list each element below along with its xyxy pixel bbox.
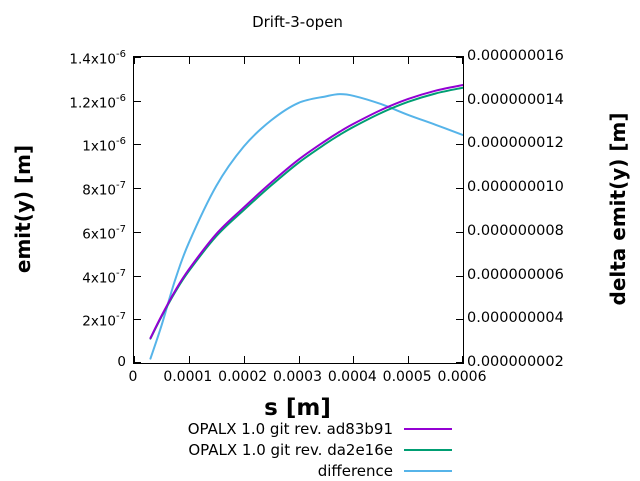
x-tick-label: 0 <box>128 369 138 385</box>
x-tick-label: 0.0006 <box>437 369 487 385</box>
y-right-tick-label: 0.000000016 <box>467 48 564 64</box>
x-tick-mark-top <box>243 57 245 64</box>
x-tick-label: 0.0003 <box>273 369 322 385</box>
x-tick-label: 0.0001 <box>163 369 213 385</box>
x-tick-mark-bottom <box>243 356 245 363</box>
y-right-tick-label: 0.000000008 <box>467 222 564 239</box>
y-tick-mark-left <box>134 57 141 58</box>
x-tick-mark-bottom <box>298 356 300 363</box>
curve-opalx-1-0-git-rev-ad83b91 <box>149 83 463 340</box>
plot-area <box>133 56 464 364</box>
y-tick-mark-left <box>134 319 141 321</box>
y-tick-mark-right <box>456 188 463 190</box>
y-left-tick-label: 1x10-6 <box>82 136 126 155</box>
y-tick-mark-right <box>456 275 463 277</box>
x-tick-mark-bottom <box>353 356 355 363</box>
y-tick-mark-left <box>134 144 141 146</box>
legend-line-sample <box>404 469 452 472</box>
x-tick-mark-top <box>462 57 463 64</box>
y-right-tick-label: 0.000000006 <box>467 266 564 283</box>
x-tick-label: 0.0005 <box>382 369 432 385</box>
legend-label: OPALX 1.0 git rev. da2e16e <box>188 440 393 459</box>
y-axis-label-right: delta emit(y) [m] <box>606 112 630 306</box>
x-axis-label: s [m] <box>264 395 331 421</box>
y-tick-mark-left <box>134 275 141 277</box>
legend-label: difference <box>317 461 393 480</box>
x-tick-label: 0.0002 <box>218 369 268 385</box>
y-left-tick-label: 0 <box>117 354 126 370</box>
legend-row: OPALX 1.0 git rev. ad83b91 <box>0 418 452 439</box>
y-left-tick-label: 1.4x10-6 <box>69 49 126 68</box>
y-tick-mark-left <box>134 100 141 102</box>
y-tick-mark-right <box>456 100 463 102</box>
legend-line-sample <box>404 427 452 430</box>
y-right-tick-label: 0.000000010 <box>467 179 564 196</box>
x-tick-mark-top <box>188 57 190 64</box>
x-tick-label: 0.0004 <box>327 369 377 385</box>
y-right-tick-label: 0.000000014 <box>467 91 564 108</box>
legend-row: OPALX 1.0 git rev. da2e16e <box>0 439 452 460</box>
y-tick-mark-left <box>134 188 141 190</box>
curve-difference <box>149 93 463 360</box>
legend-label: OPALX 1.0 git rev. ad83b91 <box>187 419 393 438</box>
y-left-tick-label: 6x10-7 <box>82 223 126 243</box>
y-tick-mark-right <box>456 319 463 321</box>
x-tick-mark-top <box>408 57 410 64</box>
y-right-tick-label: 0.000000004 <box>467 310 564 327</box>
legend-line-sample <box>404 448 452 451</box>
x-tick-mark-bottom <box>134 356 135 363</box>
y-right-tick-label: 0.000000002 <box>467 354 564 370</box>
y-left-tick-label: 2x10-7 <box>82 311 126 330</box>
y-left-tick-label: 1.2x10-6 <box>69 92 126 112</box>
y-tick-mark-left <box>134 231 141 233</box>
y-tick-mark-right <box>456 144 463 146</box>
x-tick-mark-bottom <box>462 356 463 363</box>
chart-title: Drift-3-open <box>252 13 343 31</box>
x-tick-mark-bottom <box>188 356 190 363</box>
x-tick-mark-top <box>298 57 300 64</box>
legend-row: difference <box>0 460 452 481</box>
y-left-tick-label: 4x10-7 <box>82 267 126 287</box>
x-tick-mark-bottom <box>408 356 410 363</box>
y-right-tick-label: 0.000000012 <box>467 135 564 152</box>
x-tick-mark-top <box>353 57 355 64</box>
y-tick-mark-right <box>456 57 463 58</box>
curve-opalx-1-0-git-rev-da2e16e <box>149 86 463 340</box>
y-tick-mark-right <box>456 362 463 363</box>
plot-curves <box>149 83 463 360</box>
y-tick-mark-right <box>456 231 463 233</box>
legend: OPALX 1.0 git rev. ad83b91 OPALX 1.0 git … <box>0 418 452 481</box>
y-left-tick-label: 8x10-7 <box>82 180 126 199</box>
x-tick-mark-top <box>134 57 135 64</box>
y-tick-mark-left <box>134 362 141 363</box>
